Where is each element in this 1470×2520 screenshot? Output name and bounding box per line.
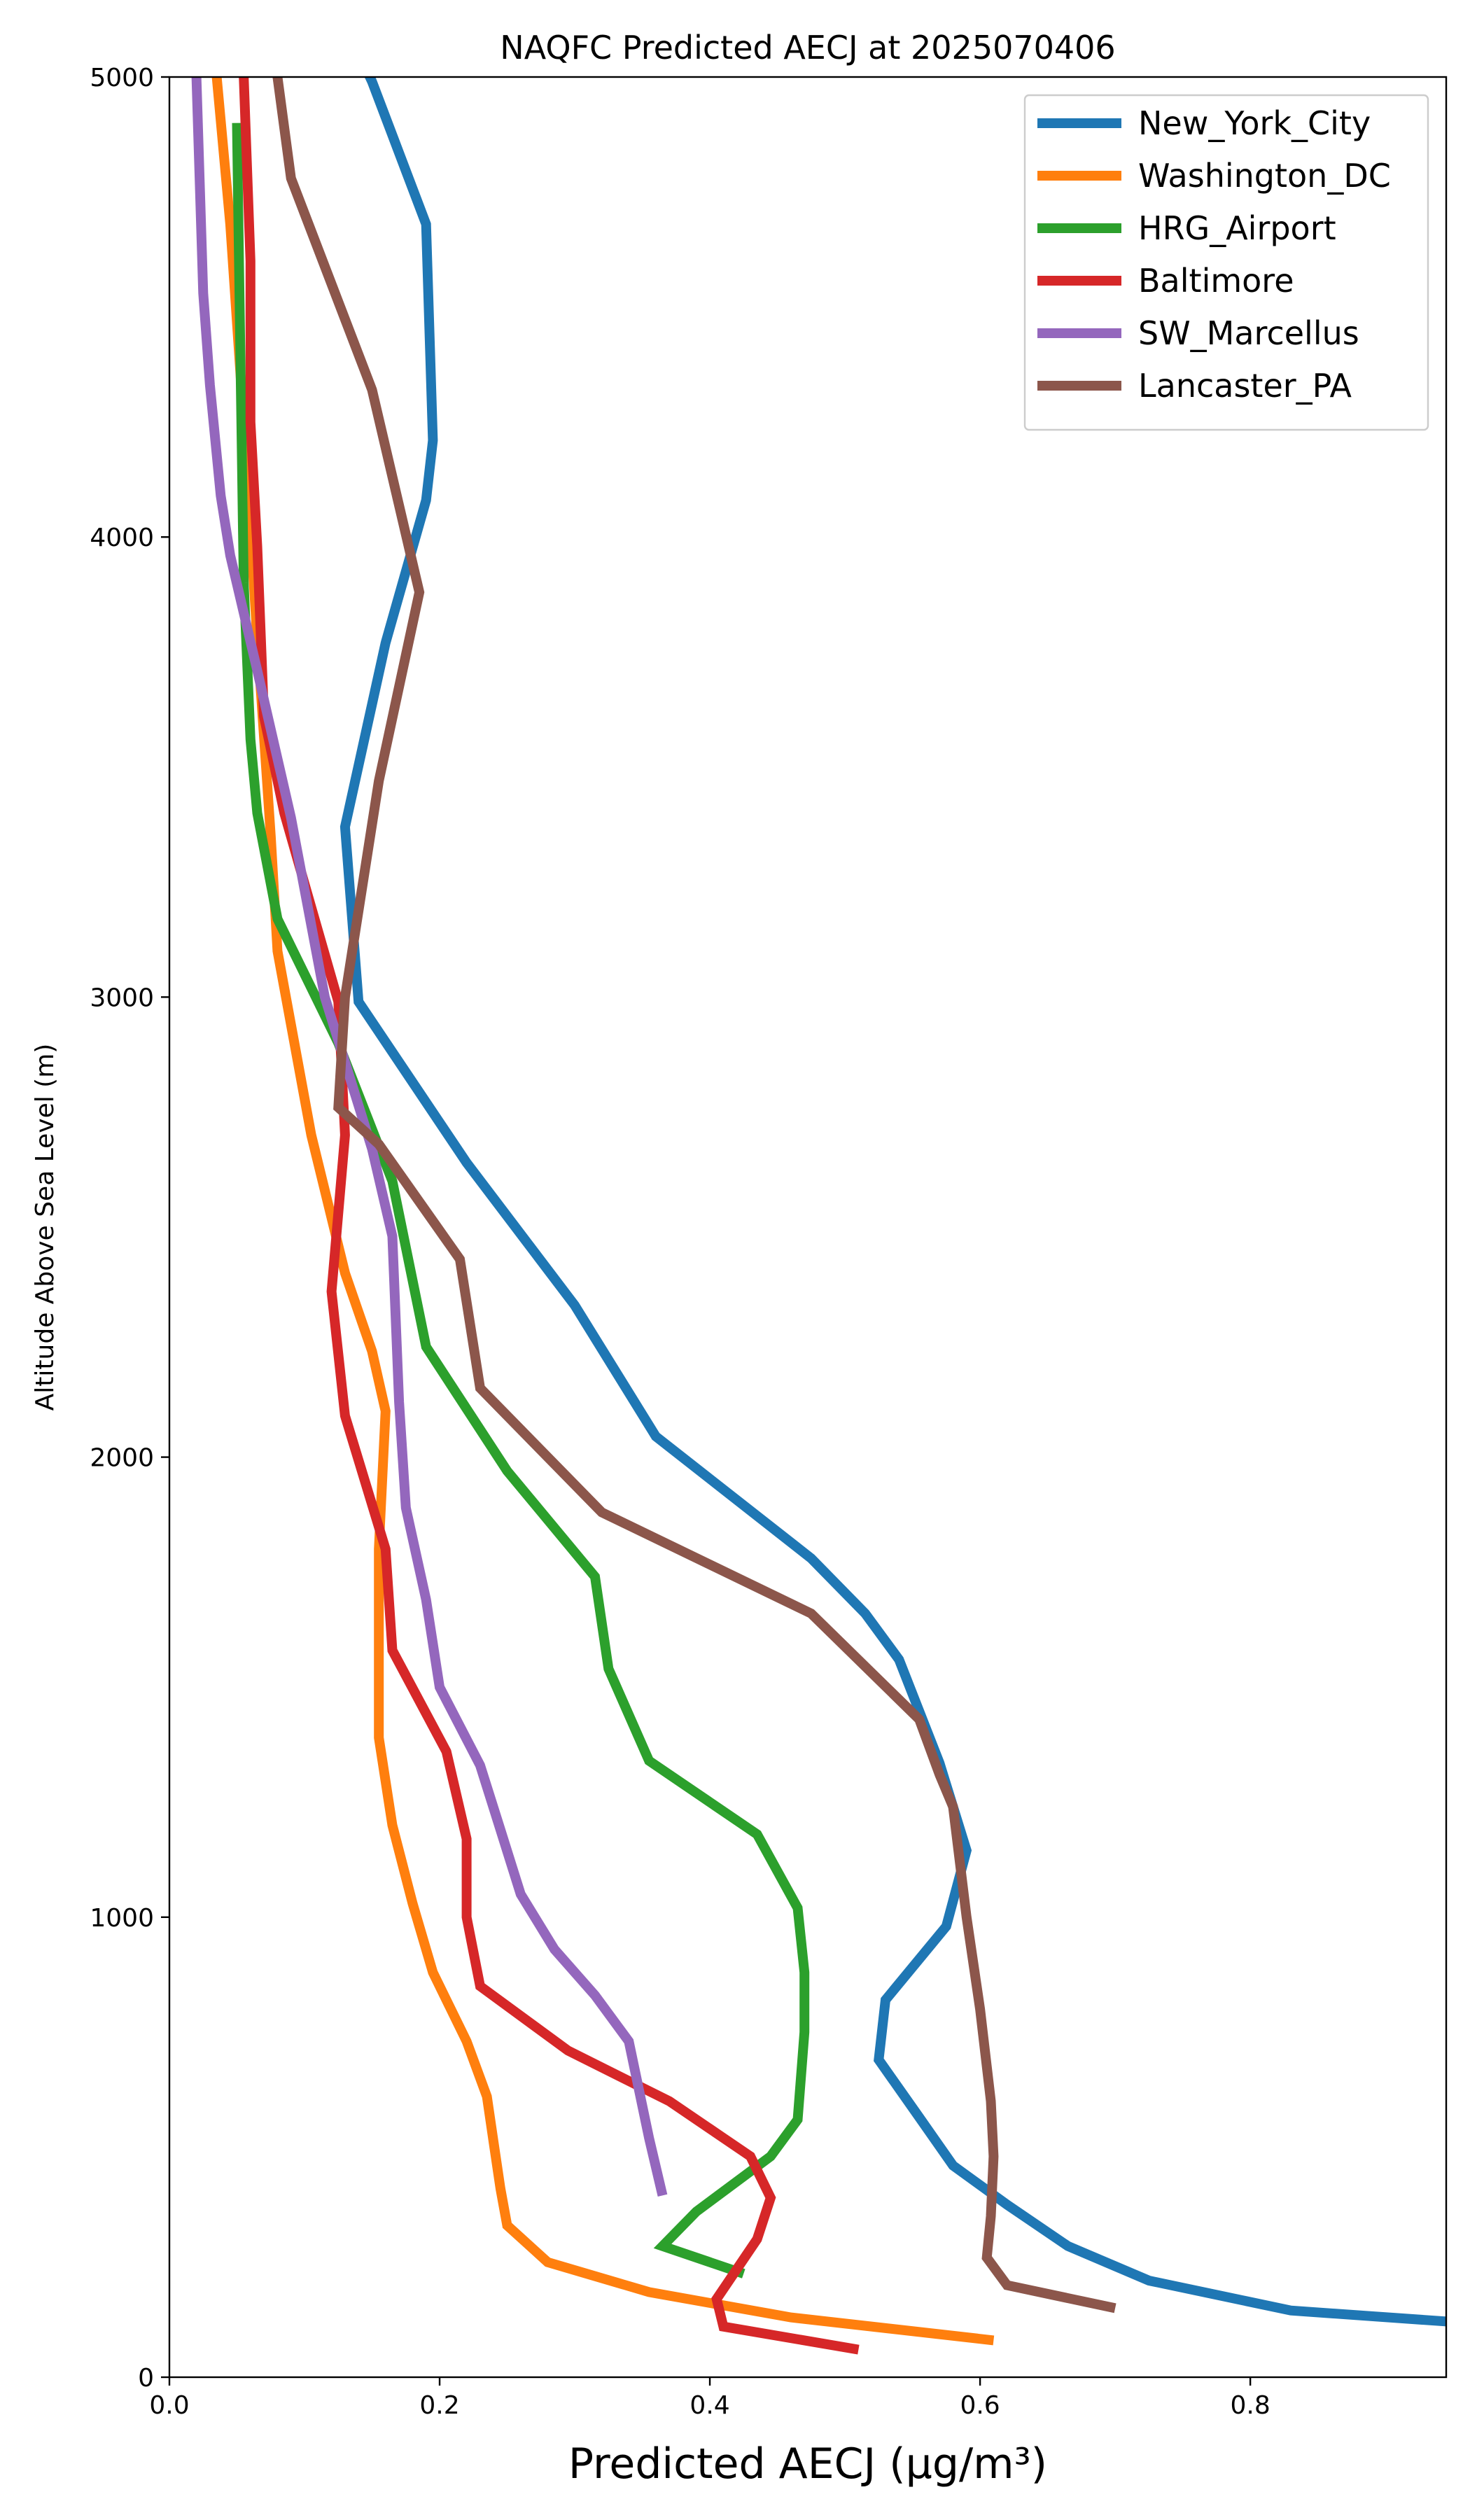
legend-item: HRG_Airport — [1037, 209, 1336, 247]
x-tick-label: 0.8 — [1230, 2391, 1270, 2420]
series-line-new-york-city — [340, 77, 1446, 2327]
legend-item: New_York_City — [1037, 104, 1371, 142]
legend: New_York_City Washington_DC HRG_Airport Bal… — [1023, 94, 1429, 431]
y-tick-label: 0 — [138, 2364, 154, 2393]
legend-item: SW_Marcellus — [1037, 314, 1359, 352]
y-axis-label: Altitude Above Sea Level (m) — [31, 1044, 59, 1411]
y-tick-label: 3000 — [90, 983, 154, 1012]
series-line-hrg-airport — [232, 122, 810, 2278]
y-tick-label: 4000 — [90, 524, 154, 552]
legend-label: New_York_City — [1138, 104, 1371, 142]
legend-item: Lancaster_PA — [1037, 367, 1352, 405]
y-tick-label: 5000 — [90, 64, 154, 92]
x-tick-label: 0.0 — [149, 2391, 189, 2420]
x-tick-label: 0.4 — [690, 2391, 729, 2420]
plot-frame — [168, 76, 1448, 2379]
y-axis: 0 1000 2000 3000 4000 5000 — [90, 64, 169, 2393]
y-tick-label: 1000 — [90, 1904, 154, 1933]
series-line-sw-marcellus — [191, 77, 668, 2197]
legend-item: Washington_DC — [1037, 157, 1391, 195]
x-axis: 0.0 0.2 0.4 0.6 0.8 — [149, 2377, 1270, 2420]
legend-box — [1023, 94, 1429, 431]
legend-label: Washington_DC — [1138, 157, 1391, 195]
legend-label: Baltimore — [1138, 262, 1294, 300]
legend-label: Lancaster_PA — [1138, 367, 1352, 405]
series-layer — [191, 77, 1446, 2355]
legend-item: Baltimore — [1037, 262, 1294, 300]
x-axis-label: Predicted AECJ (μg/m³) — [568, 2440, 1047, 2488]
x-tick-label: 0.2 — [419, 2391, 459, 2420]
series-line-baltimore — [239, 77, 860, 2355]
chart-title: NAQFC Predicted AECJ at 2025070406 — [500, 29, 1115, 66]
series-line-washington-dc — [211, 77, 995, 2346]
legend-label: HRG_Airport — [1138, 209, 1336, 247]
y-tick-label: 2000 — [90, 1444, 154, 1473]
legend-label: SW_Marcellus — [1138, 314, 1359, 352]
series-line-lancaster-pa — [272, 77, 1116, 2314]
x-tick-label: 0.6 — [960, 2391, 1000, 2420]
